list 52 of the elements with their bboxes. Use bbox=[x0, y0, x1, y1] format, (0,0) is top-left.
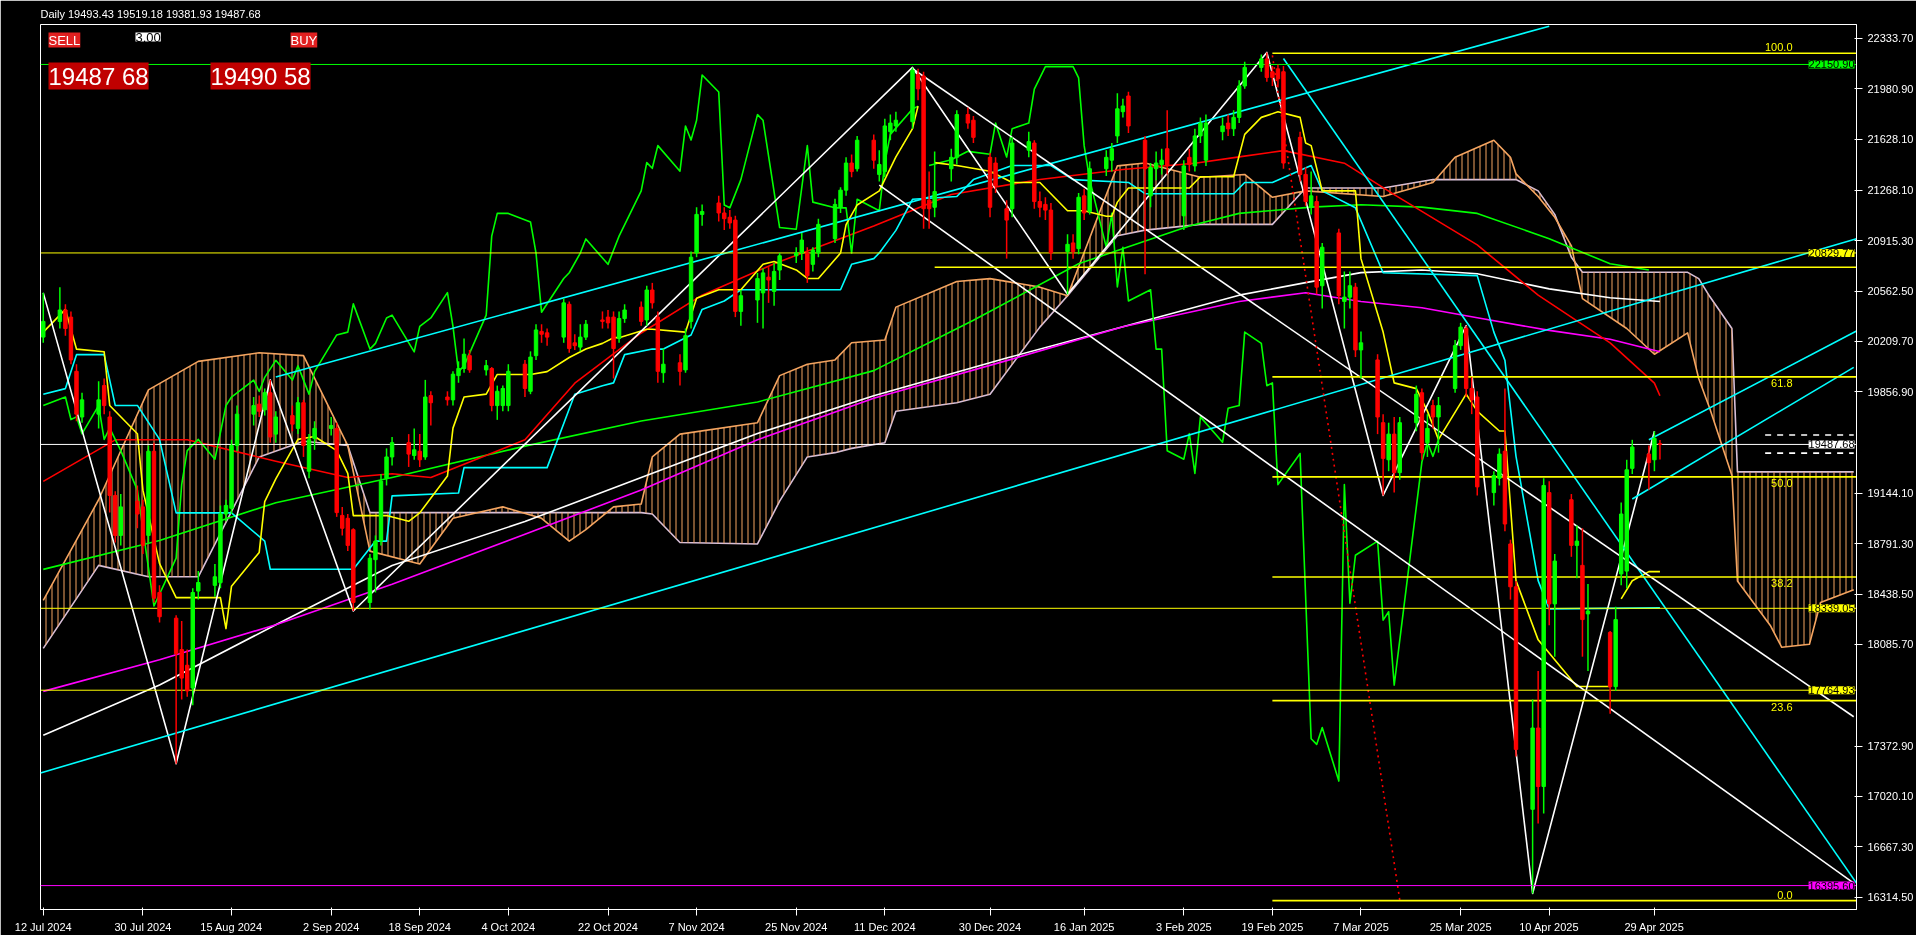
y-tick-label: 20209.70 bbox=[1867, 335, 1914, 348]
x-tick-label: 10 Apr 2025 bbox=[1519, 920, 1579, 933]
series-label: 50.0 bbox=[1771, 476, 1793, 489]
ref-line-label: 20829.77 bbox=[1808, 246, 1855, 259]
x-tick-label: 19 Feb 2025 bbox=[1241, 920, 1304, 933]
y-tick-label: 21628.10 bbox=[1867, 133, 1914, 146]
annotation: BUY bbox=[290, 32, 318, 48]
y-tick-label: 19856.90 bbox=[1867, 385, 1914, 398]
x-tick-label: 16 Jan 2025 bbox=[1053, 920, 1115, 933]
x-tick-label: 7 Mar 2025 bbox=[1333, 920, 1389, 933]
y-tick-label: 20915.30 bbox=[1867, 234, 1914, 247]
x-tick-label: 30 Dec 2024 bbox=[958, 920, 1022, 933]
series-label: 61.8 bbox=[1771, 376, 1793, 389]
annotation: 19487 68 bbox=[48, 62, 149, 90]
annotation: SELL bbox=[48, 32, 81, 48]
x-tick-label: 2 Sep 2024 bbox=[303, 920, 360, 933]
y-tick-label: 17372.90 bbox=[1867, 740, 1914, 753]
y-tick-label: 21980.90 bbox=[1867, 82, 1914, 95]
series-label: 23.6 bbox=[1771, 700, 1793, 713]
ref-line-label: 19487.68 bbox=[1808, 438, 1855, 451]
x-tick-label: 4 Oct 2024 bbox=[481, 920, 536, 933]
y-tick-label: 17020.10 bbox=[1867, 790, 1914, 803]
chart-title: Daily 19493.43 19519.18 19381.93 19487.68 bbox=[40, 7, 261, 20]
y-tick-label: 18085.70 bbox=[1867, 638, 1914, 651]
y-tick-label: 18791.30 bbox=[1867, 537, 1914, 550]
y-tick-label: 16314.50 bbox=[1867, 891, 1914, 904]
y-tick-label: 19144.10 bbox=[1867, 487, 1914, 500]
x-tick-label: 25 Nov 2024 bbox=[765, 920, 828, 933]
x-tick-label: 11 Dec 2024 bbox=[854, 920, 916, 933]
x-tick-label: 15 Aug 2024 bbox=[200, 920, 263, 933]
series-label: 100.0 bbox=[1764, 41, 1793, 54]
x-tick-label: 29 Apr 2025 bbox=[1624, 920, 1684, 933]
ref-line-label: 17764.93 bbox=[1808, 684, 1855, 697]
x-tick-label: 7 Nov 2024 bbox=[668, 920, 725, 933]
x-tick-label: 25 Mar 2025 bbox=[1429, 920, 1492, 933]
y-tick-label: 18438.50 bbox=[1867, 588, 1914, 601]
x-tick-label: 12 Jul 2024 bbox=[14, 920, 72, 933]
ref-line-label: 22150.90 bbox=[1808, 58, 1855, 71]
series-label: 0.0 bbox=[1777, 888, 1793, 901]
x-tick-label: 18 Sep 2024 bbox=[388, 920, 451, 933]
y-tick-label: 16667.30 bbox=[1867, 840, 1914, 853]
annotation: 3.00 bbox=[135, 29, 161, 45]
x-tick-label: 22 Oct 2024 bbox=[578, 920, 638, 933]
x-tick-label: 30 Jul 2024 bbox=[114, 920, 172, 933]
y-tick-label: 22333.70 bbox=[1867, 32, 1914, 45]
ref-line-label: 16395.60 bbox=[1808, 879, 1855, 892]
series-label: 38.2 bbox=[1771, 576, 1793, 589]
y-tick-label: 21268.10 bbox=[1867, 184, 1914, 197]
x-tick-label: 3 Feb 2025 bbox=[1155, 920, 1212, 933]
ref-line-label: 18339.05 bbox=[1808, 602, 1855, 615]
y-tick-label: 20562.50 bbox=[1867, 285, 1914, 298]
annotation: 19490 58 bbox=[210, 62, 311, 90]
